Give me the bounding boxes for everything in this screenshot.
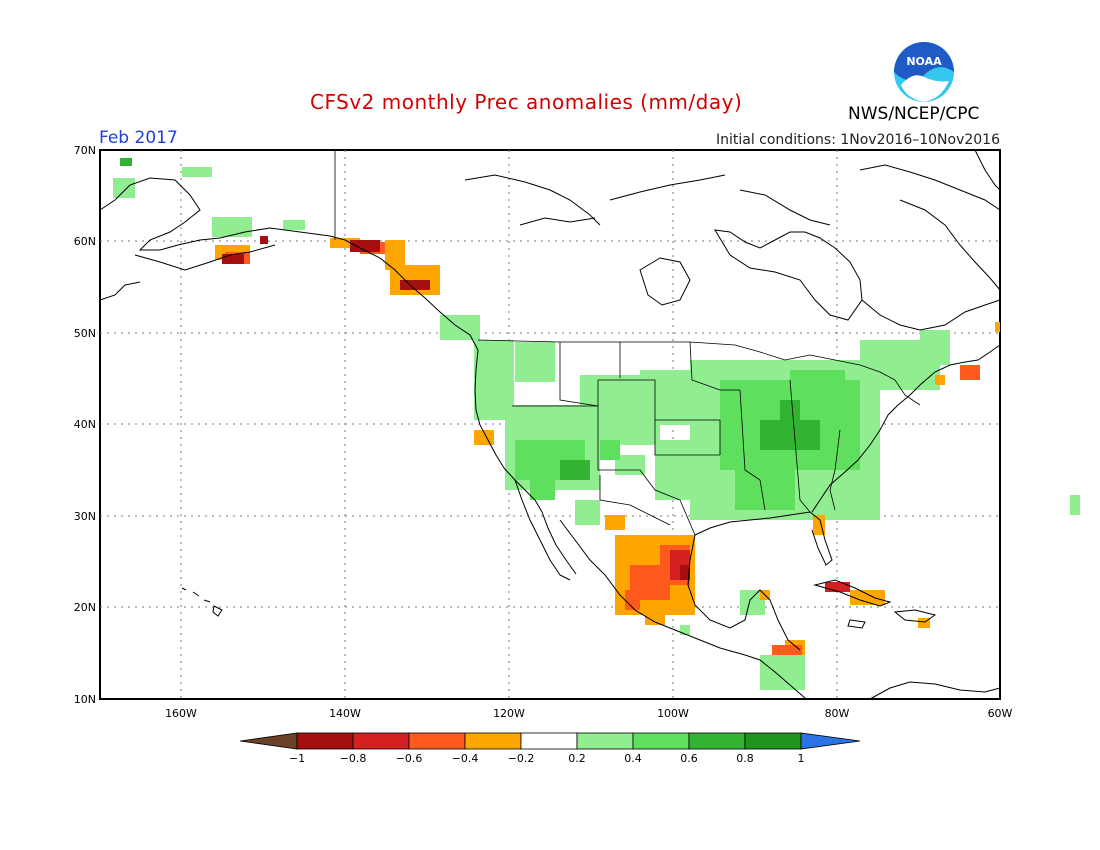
anomaly-negative-extreme [222, 236, 690, 580]
noaa-logo-icon: NOAA [894, 42, 954, 102]
lon-tick-label: 60W [988, 707, 1013, 720]
colorbar-arrow-low [239, 732, 298, 750]
colorbar-label: 0.6 [680, 752, 698, 765]
colorbar-label: −0.4 [452, 752, 479, 765]
colorbar: −1 −0.8 −0.6 −0.4 −0.2 0.2 0.4 0.6 0.8 1 [239, 732, 861, 765]
lat-tick-label: 10N [74, 693, 96, 706]
lon-tick-label: 100W [657, 707, 689, 720]
colorbar-label: 0.4 [624, 752, 642, 765]
lat-tick-label: 60N [74, 235, 96, 248]
colorbar-swatch [632, 732, 690, 750]
agency-label: NWS/NCEP/CPC [848, 104, 980, 124]
chart-title: CFSv2 monthly Prec anomalies (mm/day) [310, 90, 743, 114]
lat-tick-label: 40N [74, 418, 96, 431]
coastlines [99, 149, 1001, 700]
lon-tick-label: 160W [165, 707, 197, 720]
lon-tick-label: 140W [329, 707, 361, 720]
political-boundaries [334, 150, 921, 536]
lat-tick-label: 70N [74, 144, 96, 157]
colorbar-label: −0.2 [508, 752, 535, 765]
lat-tick-labels: 70N 60N 50N 40N 30N 20N 10N [74, 144, 96, 706]
anomaly-positive-strong [120, 158, 820, 480]
colorbar-swatch [296, 732, 354, 750]
colorbar-label: −0.8 [340, 752, 367, 765]
colorbar-arrow-high [800, 732, 861, 750]
colorbar-label: −1 [289, 752, 305, 765]
colorbar-label: 0.8 [736, 752, 754, 765]
colorbar-swatch [688, 732, 746, 750]
lat-tick-label: 30N [74, 510, 96, 523]
colorbar-swatch [408, 732, 466, 750]
colorbar-label: −0.6 [396, 752, 423, 765]
lon-tick-labels: 160W 140W 120W 100W 80W 60W [165, 707, 1012, 720]
colorbar-swatch [576, 732, 634, 750]
initial-conditions: Initial conditions: 1Nov2016–10Nov2016 [715, 132, 1000, 148]
colorbar-swatch [744, 732, 802, 750]
colorbar-swatch [352, 732, 410, 750]
lon-tick-label: 80W [825, 707, 850, 720]
lat-tick-label: 50N [74, 327, 96, 340]
colorbar-swatch [464, 732, 522, 750]
logo-text: NOAA [906, 55, 942, 68]
colorbar-swatch [520, 732, 578, 750]
lon-tick-label: 120W [493, 707, 525, 720]
forecast-month: Feb 2017 [99, 128, 178, 148]
colorbar-label: 1 [798, 752, 805, 765]
lat-tick-label: 20N [74, 601, 96, 614]
colorbar-label: 0.2 [568, 752, 586, 765]
